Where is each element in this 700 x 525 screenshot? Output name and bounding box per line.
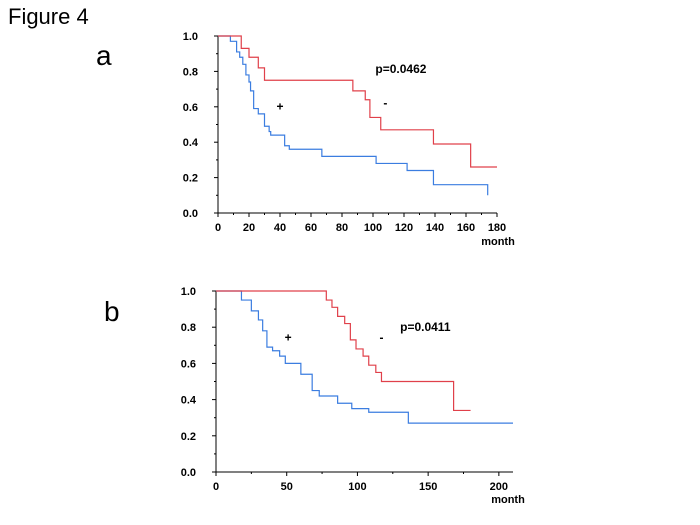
- x-tick-label: 60: [305, 222, 317, 234]
- y-tick-label: 0.8: [181, 322, 196, 334]
- panel-letter-b: b: [104, 296, 120, 327]
- y-tick-label: 0.0: [183, 208, 198, 220]
- y-tick-label: 0.8: [183, 66, 198, 78]
- figure-title: Figure 4: [8, 4, 89, 29]
- chart-panel-a: 0.0 0.2 0.4 0.6 0.8 1.0 0 20 40 60 80 100 120 140 160 1…: [183, 31, 515, 248]
- km-curve-positive: [218, 35, 489, 196]
- panel-letter-a: a: [96, 40, 112, 71]
- y-tick-label: 0.2: [183, 173, 198, 185]
- x-tick-label: 200: [490, 481, 508, 493]
- group-plus-label: +: [276, 99, 283, 113]
- x-tick-label: 20: [243, 222, 255, 234]
- x-tick-label: 120: [395, 222, 413, 234]
- km-curve-negative: [216, 290, 471, 412]
- x-axis-label: month: [491, 494, 525, 506]
- y-tick-label: 0.4: [181, 395, 197, 407]
- p-value-label: p=0.0462: [375, 62, 426, 76]
- y-tick-label: 0.4: [183, 137, 199, 149]
- km-curve-negative: [218, 35, 497, 168]
- x-tick-label: 0: [215, 222, 221, 234]
- group-plus-label: +: [285, 331, 292, 345]
- x-tick-label: 40: [274, 222, 286, 234]
- y-tick-label: 1.0: [183, 31, 198, 43]
- x-tick-label: 140: [426, 222, 444, 234]
- x-axis-label: month: [481, 236, 515, 248]
- x-tick-label: 160: [457, 222, 475, 234]
- x-tick-label: 0: [213, 481, 219, 493]
- x-tick-label: 150: [419, 481, 437, 493]
- x-tick-label: 50: [281, 481, 293, 493]
- x-tick-label: 80: [336, 222, 348, 234]
- y-tick-label: 0.6: [181, 358, 196, 370]
- x-tick-label: 100: [364, 222, 382, 234]
- group-minus-label: -: [379, 331, 383, 345]
- y-tick-label: 0.0: [181, 467, 196, 479]
- x-tick-label: 180: [488, 222, 506, 234]
- y-tick-label: 0.2: [181, 431, 196, 443]
- km-curve-positive: [216, 290, 513, 424]
- p-value-label: p=0.0411: [400, 320, 451, 334]
- group-minus-label: -: [383, 96, 387, 110]
- y-tick-label: 1.0: [181, 286, 196, 298]
- x-tick-label: 100: [348, 481, 366, 493]
- y-tick-label: 0.6: [183, 102, 198, 114]
